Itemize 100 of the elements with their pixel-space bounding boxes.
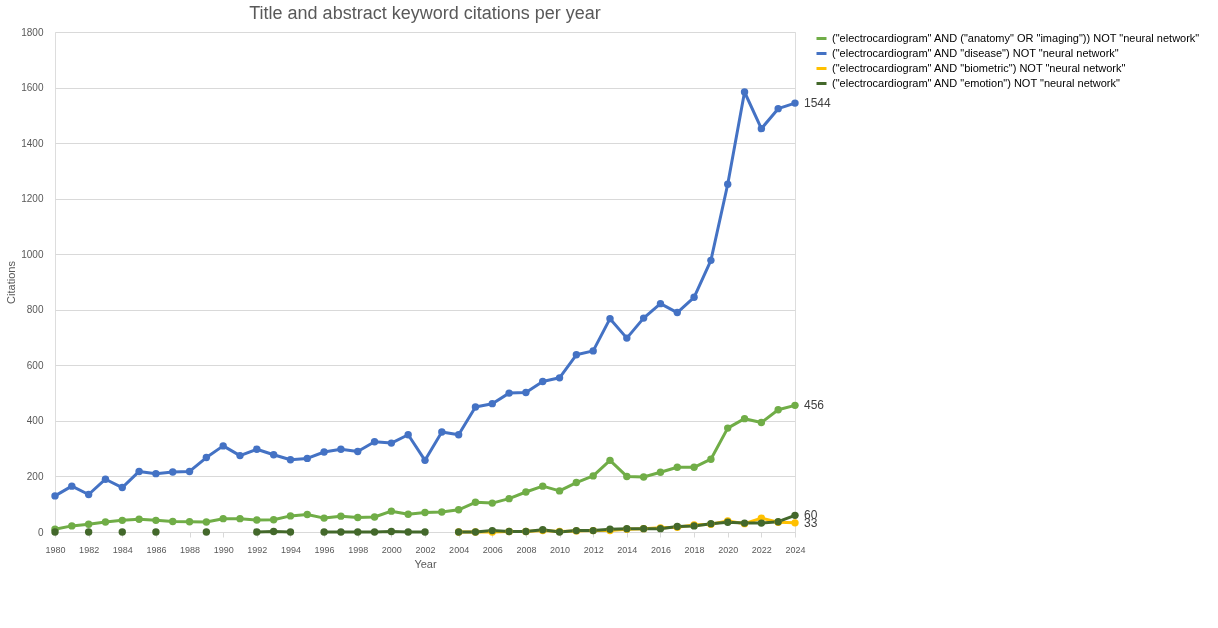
point: [606, 456, 614, 465]
legend-label: ("electrocardiogram" AND "disease") NOT "neural network": [832, 46, 1119, 59]
point: [202, 528, 211, 536]
point: [253, 445, 261, 453]
point: [286, 456, 295, 464]
point: [84, 520, 93, 528]
point: [757, 519, 766, 527]
point: [387, 527, 396, 536]
point: [421, 528, 429, 536]
y-tick-label: 400: [26, 415, 44, 427]
point: [707, 455, 715, 463]
point: [707, 256, 715, 265]
point: [337, 512, 345, 520]
x-tick-label: 1988: [180, 544, 201, 555]
x-tick-label: 1984: [112, 544, 133, 555]
point: [454, 506, 463, 514]
point: [286, 528, 295, 536]
point: [152, 516, 160, 525]
point: [269, 527, 278, 536]
point: [169, 517, 177, 526]
point: [539, 482, 547, 490]
point: [505, 494, 513, 503]
point: [152, 528, 160, 536]
point: [135, 467, 143, 476]
point: [370, 438, 379, 446]
x-tick-label: 2008: [516, 544, 537, 555]
chart-title: Title and abstract keyword citations per year: [249, 3, 601, 23]
x-tick-label: 2024: [785, 544, 806, 555]
legend-label: ("electrocardiogram" AND "biometric") NOT "neural network": [832, 61, 1126, 74]
point: [202, 453, 211, 462]
data-label: 456: [804, 398, 825, 413]
y-tick-label: 1200: [21, 193, 44, 205]
point: [471, 498, 480, 506]
point: [791, 511, 799, 520]
point: [169, 468, 177, 476]
point: [690, 463, 698, 471]
point: [724, 424, 732, 432]
point: [589, 347, 597, 355]
x-tick-label: 2014: [617, 544, 638, 555]
data-label: 1544: [804, 96, 832, 111]
point: [522, 488, 530, 496]
point: [303, 454, 311, 463]
point: [488, 399, 496, 408]
y-tick-label: 1400: [21, 137, 44, 149]
point: [404, 510, 412, 518]
point: [236, 514, 244, 523]
point: [589, 472, 597, 480]
point: [555, 487, 564, 495]
point: [656, 299, 665, 308]
point: [555, 374, 564, 382]
y-tick-label: 1800: [21, 26, 44, 38]
point: [673, 463, 681, 471]
x-tick-label: 2010: [550, 544, 571, 555]
x-tick-label: 2022: [751, 544, 772, 555]
point: [269, 516, 278, 524]
x-tick-label: 1980: [45, 544, 66, 555]
y-axis-title: Citations: [5, 260, 18, 304]
point: [505, 389, 513, 397]
point: [639, 314, 648, 322]
x-tick-label: 2020: [718, 544, 739, 555]
point: [337, 528, 345, 536]
x-tick-label: 2004: [449, 544, 470, 555]
point: [438, 508, 446, 516]
point: [118, 528, 126, 536]
x-tick-label: 2012: [583, 544, 604, 555]
x-axis-title: Year: [414, 557, 437, 570]
point: [51, 492, 59, 500]
point: [572, 478, 581, 487]
point: [320, 528, 328, 536]
point: [606, 314, 614, 323]
point: [757, 418, 766, 427]
x-tick-label: 2002: [415, 544, 436, 555]
point: [286, 512, 295, 520]
point: [219, 442, 227, 450]
point: [219, 514, 227, 523]
point: [656, 468, 665, 476]
point: [454, 431, 463, 439]
legend-label: ("electrocardiogram" AND "emotion") NOT "neural network": [832, 76, 1121, 89]
x-tick-label: 1996: [314, 544, 335, 555]
point: [522, 388, 530, 397]
x-tick-label: 2006: [482, 544, 503, 555]
point: [639, 473, 648, 481]
point: [118, 483, 126, 492]
y-tick-label: 1600: [21, 82, 44, 94]
x-tick-label: 2018: [684, 544, 705, 555]
point: [791, 401, 799, 410]
point: [774, 104, 782, 113]
point: [354, 513, 362, 522]
point: [118, 516, 126, 525]
point: [387, 439, 396, 447]
point: [690, 293, 698, 301]
point: [791, 99, 799, 107]
point: [236, 451, 244, 460]
point: [135, 515, 143, 523]
point: [337, 445, 345, 453]
point: [370, 528, 379, 536]
x-tick-label: 2016: [650, 544, 671, 555]
y-tick-label: 600: [26, 359, 44, 371]
point: [202, 518, 211, 526]
point: [740, 414, 749, 423]
